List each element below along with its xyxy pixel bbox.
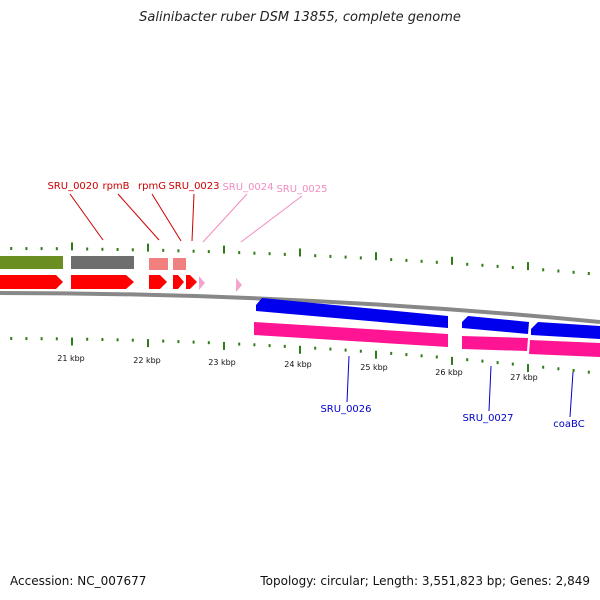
inner-tick-ring	[10, 337, 590, 374]
cds-rpmg[interactable]	[173, 275, 184, 289]
genome-backbone	[0, 291, 600, 324]
gene-sru-0026[interactable]	[254, 322, 448, 347]
feature-label-rpmg[interactable]: rpmG	[138, 181, 166, 192]
outer-tick-ring	[10, 242, 590, 275]
label-leader-line	[240, 195, 303, 243]
scale-label: 27 kbp	[510, 373, 538, 382]
gene-coabc[interactable]	[529, 340, 600, 357]
label-leader-line	[117, 193, 160, 241]
feature-label-sru-0026[interactable]: SRU_0026	[320, 404, 371, 415]
gene-sru-0027[interactable]	[462, 336, 528, 351]
feature-label-sru-0025[interactable]: SRU_0025	[276, 184, 327, 195]
feature-label-sru-0027[interactable]: SRU_0027	[462, 413, 513, 424]
label-leader-line	[569, 371, 574, 418]
feature-label-sru-0020[interactable]: SRU_0020	[47, 181, 98, 192]
scale-label: 25 kbp	[360, 363, 388, 372]
label-leader-line	[488, 365, 492, 412]
label-leader-line	[69, 193, 104, 241]
cds-coabc[interactable]	[531, 322, 600, 339]
feature-label-sru-0024[interactable]: SRU_0024	[222, 182, 273, 193]
rrna-feature[interactable]	[0, 256, 63, 269]
label-leader-line	[346, 355, 350, 403]
scale-label: 21 kbp	[57, 354, 85, 363]
scale-label: 26 kbp	[435, 368, 463, 377]
other-feature[interactable]	[71, 256, 134, 269]
scale-label: 24 kbp	[284, 360, 312, 369]
cds-sru-0026[interactable]	[256, 298, 448, 328]
cds-sru-0020[interactable]	[71, 275, 134, 289]
feature-label-sru-0023[interactable]: SRU_0023	[168, 181, 219, 192]
genome-summary-text: Topology: circular; Length: 3,551,823 bp…	[260, 574, 590, 588]
cds-sru-0023[interactable]	[186, 275, 197, 289]
pseudo-sru-0025[interactable]	[236, 278, 242, 292]
feature-label-coabc[interactable]: coaBC	[553, 419, 584, 430]
label-leader-line	[191, 193, 195, 242]
label-leader-line	[202, 193, 248, 243]
gene-rpmb[interactable]	[149, 258, 168, 270]
scale-label: 22 kbp	[133, 356, 161, 365]
scale-label: 23 kbp	[208, 358, 236, 367]
gene-rpmg[interactable]	[173, 258, 186, 270]
cds-sru-0027[interactable]	[462, 316, 529, 334]
cds-sru-0019[interactable]	[0, 275, 63, 289]
feature-label-rpmb[interactable]: rpmB	[102, 181, 129, 192]
label-leader-line	[151, 193, 182, 242]
accession-text: Accession: NC_007677	[10, 574, 147, 588]
map-title: Salinibacter ruber DSM 13855, complete g…	[139, 10, 461, 25]
pseudo-sru-0024[interactable]	[199, 276, 205, 290]
cds-rpmb[interactable]	[149, 275, 167, 289]
